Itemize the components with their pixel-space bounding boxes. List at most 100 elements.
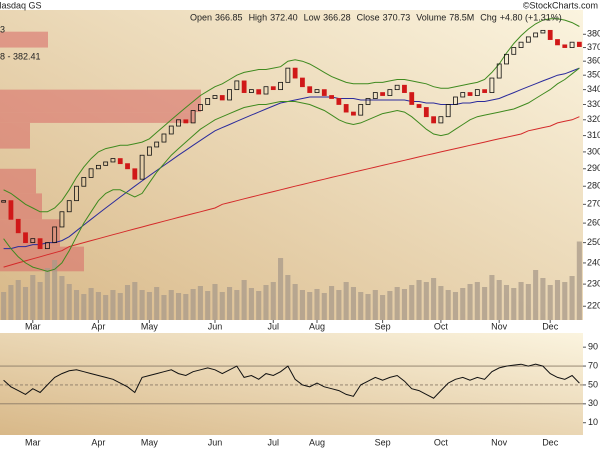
candle <box>300 77 305 88</box>
candle <box>402 84 407 93</box>
candle <box>547 29 553 40</box>
candle <box>23 232 28 244</box>
volume-bar <box>234 290 240 320</box>
moving-average <box>3 67 580 272</box>
candle <box>467 92 473 96</box>
volume-bar <box>496 280 502 320</box>
candle <box>241 80 247 93</box>
x-tick-label: May <box>141 437 159 447</box>
candle <box>227 89 232 101</box>
candle <box>249 89 254 93</box>
stat-label: High <box>249 12 268 22</box>
volume-bar <box>409 285 415 320</box>
candle <box>474 89 480 96</box>
volume-bar <box>394 287 400 320</box>
volume-bar <box>52 260 58 320</box>
candle <box>423 107 429 118</box>
stat-value: +4.80 (+1.31%) <box>500 12 562 22</box>
volume-bar <box>431 278 437 320</box>
volume-bar <box>489 275 495 320</box>
x-tick-label: Apr <box>91 437 105 447</box>
y-tick-label: 350 <box>587 70 600 80</box>
volume-bar <box>30 275 36 320</box>
stat-value: 366.28 <box>323 12 351 22</box>
volume-bar <box>117 293 123 320</box>
candle <box>219 95 225 101</box>
x-tick-label: Aug <box>309 321 325 331</box>
volume-bar <box>540 278 546 320</box>
candle <box>1 200 7 203</box>
volume-bar <box>503 285 510 320</box>
candle <box>205 98 211 105</box>
volume-by-price-bar <box>0 122 30 149</box>
candle <box>74 185 79 202</box>
y-tick-label: 250 <box>587 237 600 247</box>
candle <box>161 133 167 143</box>
candle <box>59 211 65 228</box>
rsi-y-tick-label: 10 <box>588 417 598 427</box>
volume-bar <box>533 270 539 320</box>
candle <box>146 146 152 156</box>
x-tick-label: May <box>141 321 159 331</box>
volume-bar <box>278 258 284 320</box>
y-tick-label: 310 <box>587 130 600 140</box>
candle <box>103 161 109 166</box>
candle <box>562 44 568 48</box>
moving-average <box>3 116 580 268</box>
x-tick-label: Nov <box>491 321 508 331</box>
candle <box>44 242 50 250</box>
candle <box>511 47 517 55</box>
x-tick-label: Jul <box>268 321 280 331</box>
volume-bar <box>8 285 14 320</box>
volume-bar <box>525 284 531 320</box>
candle <box>438 116 444 124</box>
candle <box>270 86 276 91</box>
y-tick-label: 280 <box>587 181 600 191</box>
candle <box>533 32 539 38</box>
candle <box>139 154 145 180</box>
candle <box>453 96 458 105</box>
price-panel <box>0 10 583 320</box>
x-tick-label: Mar <box>25 321 41 331</box>
x-tick-label: Sep <box>375 437 391 447</box>
volume-bar <box>146 292 152 320</box>
y-tick-label: 240 <box>587 257 600 267</box>
candle <box>329 95 334 99</box>
candle <box>285 67 291 83</box>
volume-bar <box>445 290 451 320</box>
candle <box>460 92 466 98</box>
volume-bar <box>248 288 254 320</box>
volume-by-price-bar <box>0 246 84 272</box>
y-tick-label: 290 <box>587 163 600 173</box>
candle <box>168 125 174 135</box>
rsi-y-tick-label: 30 <box>588 398 598 408</box>
candle <box>365 98 371 105</box>
volume-bar <box>547 285 553 320</box>
y-tick-label: 230 <box>587 278 600 288</box>
candle <box>489 77 495 93</box>
x-tick-label: Apr <box>91 321 105 331</box>
candle <box>394 84 400 91</box>
volume-bar <box>474 282 480 320</box>
candle <box>482 89 488 93</box>
volume-by-price-bar <box>0 89 201 113</box>
volume-bar <box>183 294 189 320</box>
candle <box>343 104 349 113</box>
candle <box>110 158 116 163</box>
volume-bar <box>554 280 561 320</box>
volume-bar <box>365 294 371 320</box>
x-tick-label: Nov <box>491 437 508 447</box>
stat-value: 366.85 <box>215 12 243 22</box>
candle <box>198 104 203 111</box>
rsi-y-tick-label: 90 <box>588 342 598 352</box>
volume-bar <box>423 282 429 320</box>
volume-bar <box>95 292 101 320</box>
candle <box>496 63 502 79</box>
volume-bar <box>59 276 65 320</box>
stat-value: 372.40 <box>270 12 298 22</box>
candle <box>278 81 283 91</box>
x-tick-label: Dec <box>542 321 559 331</box>
candle <box>387 89 393 96</box>
volume-bar <box>307 292 313 320</box>
